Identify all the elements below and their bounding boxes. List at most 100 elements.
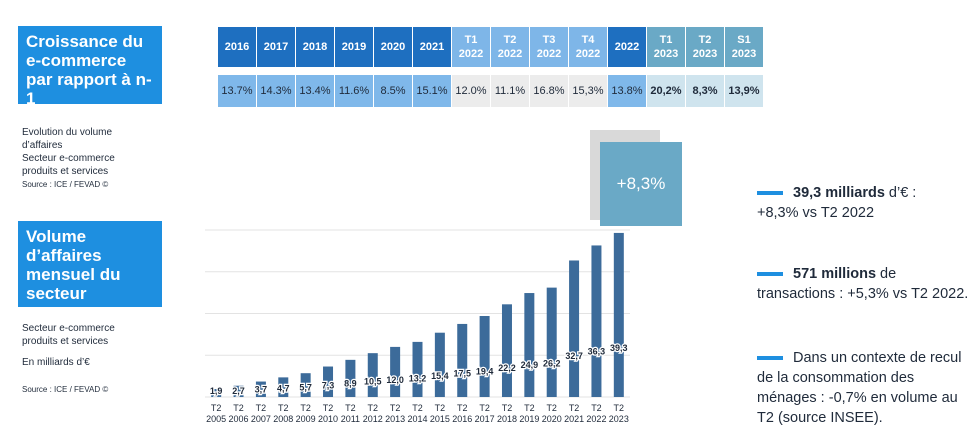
growth-table-value-row: 13.7% 14.3% 13.4% 11.6% 8.5% 15.1% 12.0% 11.1% 1…: [218, 75, 763, 107]
spacer-cell: [335, 68, 373, 74]
growth-value-cell: 15.1%: [413, 75, 451, 107]
growth-period-header: 2021: [413, 27, 451, 67]
period-label: 2018: [302, 41, 328, 53]
period-label: 2016: [224, 41, 250, 53]
x-tick-label: 2009: [296, 414, 316, 424]
bar-value-label: 39,3: [610, 343, 628, 353]
spacer-cell: [647, 68, 685, 74]
period-label: 2022: [458, 48, 484, 60]
spacer-cell: [413, 68, 451, 74]
period-label: 2022: [497, 48, 523, 60]
note-line: produits et services: [22, 166, 109, 177]
bar: [479, 316, 490, 397]
growth-value-cell: 13.4%: [296, 75, 334, 107]
spacer-cell: [491, 68, 529, 74]
note-line: Secteur e-commerce: [22, 153, 115, 164]
growth-period-header: S1 2023: [725, 27, 763, 67]
x-tick-label: T2: [435, 403, 446, 413]
period-label: 2017: [263, 41, 289, 53]
growth-period-header: T2 2023: [686, 27, 724, 67]
bar-value-label: 32,7: [565, 351, 583, 361]
x-tick-label: 2015: [430, 414, 450, 424]
note-source: Source : ICE / FEVAD ©: [22, 180, 109, 189]
kpi-dash: [757, 272, 783, 277]
bar-value-label: 17,5: [453, 369, 471, 379]
x-tick-label: 2016: [452, 414, 472, 424]
x-tick-label: T2: [524, 403, 535, 413]
bar: [501, 304, 512, 397]
x-tick-label: 2017: [475, 414, 495, 424]
growth-period-header: 2019: [335, 27, 373, 67]
bar: [546, 287, 557, 397]
growth-value-cell: 12.0%: [452, 75, 490, 107]
growth-badge: +8,3%: [600, 142, 682, 226]
growth-period-header: 2018: [296, 27, 334, 67]
growth-period-header: T4 2022: [569, 27, 607, 67]
x-tick-label: T2: [502, 403, 513, 413]
period-label: S1: [737, 34, 751, 46]
period-label: 2023: [731, 48, 757, 60]
x-tick-label: T2: [278, 403, 289, 413]
x-tick-label: 2011: [341, 414, 360, 424]
x-tick-label: T2: [256, 403, 267, 413]
x-tick-label: T2: [211, 403, 222, 413]
growth-period-header: 2022: [608, 27, 646, 67]
kpi-text: Dans un contexte de recul: [793, 350, 962, 366]
growth-note: Evolution du volume d’affaires Secteur e…: [22, 126, 162, 191]
x-tick-label: T2: [323, 403, 334, 413]
bar-value-label: 24,9: [521, 360, 539, 370]
x-tick-label: 2007: [251, 414, 271, 424]
period-label: 2020: [380, 41, 406, 53]
growth-period-header: T1 2022: [452, 27, 490, 67]
growth-value-cell: 20,2%: [647, 75, 685, 107]
spacer-cell: [257, 68, 295, 74]
period-label: T1: [659, 34, 673, 46]
period-label: 2023: [653, 48, 679, 60]
bar-value-label: 26,2: [543, 358, 561, 368]
kpi-text: ménages : -0,7% en volume au: [757, 390, 958, 406]
x-tick-label: T2: [479, 403, 490, 413]
volume-bar-chart: 1,9T220052,7T220063,7T220074,7T220085,7T…: [205, 229, 630, 424]
x-tick-label: 2010: [318, 414, 338, 424]
bar: [591, 245, 602, 397]
bar: [278, 377, 289, 397]
kpi-bold: 571 millions: [793, 266, 877, 282]
bar-value-label: 19,4: [476, 366, 494, 376]
growth-value-cell: 13,9%: [725, 75, 763, 107]
growth-table-spacer: [218, 68, 763, 74]
growth-value-cell: 8.5%: [374, 75, 412, 107]
period-label: 2022: [614, 41, 640, 53]
period-label: 2021: [419, 41, 445, 53]
x-tick-label: T2: [300, 403, 311, 413]
bar-value-label: 3,7: [255, 385, 268, 395]
kpi-dash: [757, 356, 783, 361]
x-tick-label: 2023: [609, 414, 629, 424]
bar: [613, 232, 624, 397]
spacer-cell: [452, 68, 490, 74]
kpi-text: de: [876, 266, 897, 282]
kpi-text: transactions : +5,3% vs T2 2022.: [757, 286, 969, 302]
bar-value-label: 2,7: [232, 386, 245, 396]
x-tick-label: 2014: [407, 414, 427, 424]
note-line: produits et services: [22, 336, 109, 347]
kpi-revenue: 39,3 milliards d’€ : +8,3% vs T2 2022: [757, 183, 916, 223]
x-tick-label: 2013: [385, 414, 405, 424]
bar-value-label: 36,3: [588, 347, 606, 357]
x-tick-label: T2: [457, 403, 468, 413]
period-label: T3: [542, 34, 556, 46]
x-tick-label: 2008: [273, 414, 293, 424]
period-label: T2: [503, 34, 517, 46]
x-tick-label: T2: [233, 403, 244, 413]
growth-table: 2016 2017 2018 2019 2020 2021 T1 2022 T2 2022 T3 20…: [217, 26, 764, 108]
x-tick-label: T2: [390, 403, 401, 413]
growth-section-title: Croissance du e-commerce par rapport à n…: [18, 26, 162, 108]
growth-period-header: T3 2022: [530, 27, 568, 67]
x-tick-label: 2022: [586, 414, 606, 424]
x-tick-label: 2018: [497, 414, 517, 424]
bar-value-label: 8,9: [344, 379, 357, 389]
note-line: Secteur e-commerce: [22, 323, 115, 334]
kpi-dash: [757, 191, 783, 196]
growth-value-cell: 8,3%: [686, 75, 724, 107]
x-tick-label: T2: [412, 403, 423, 413]
x-tick-label: T2: [569, 403, 580, 413]
